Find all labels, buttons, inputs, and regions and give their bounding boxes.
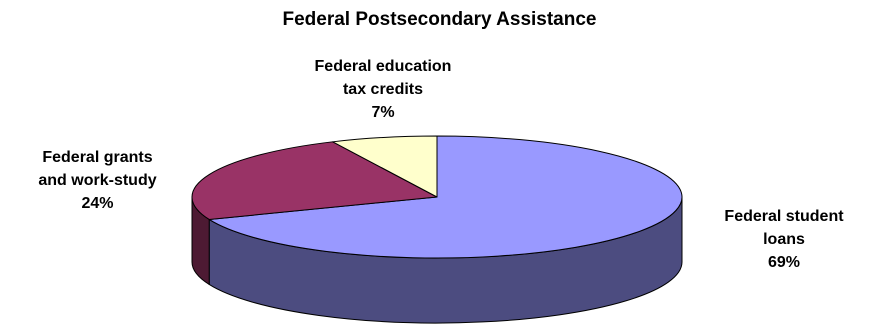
data-label-student-loans: Federal student loans 69% bbox=[690, 205, 878, 274]
data-label-tax-credits: Federal education tax credits 7% bbox=[258, 55, 508, 124]
data-label-tax-credits-value: 7% bbox=[371, 104, 395, 121]
pie-slice-and-work-study-1 bbox=[191, 141, 438, 220]
data-label-tax-credits-line2: tax credits bbox=[342, 81, 424, 98]
pie-slices bbox=[191, 135, 683, 259]
data-label-grants-line2: and work-study bbox=[38, 172, 157, 189]
data-label-tax-credits-line1: Federal education bbox=[314, 58, 452, 75]
data-label-student-loans-line1: Federal student bbox=[724, 208, 844, 225]
data-label-student-loans-value: 69% bbox=[767, 254, 801, 271]
data-label-student-loans-line2: loans bbox=[763, 231, 805, 248]
pie-slice-loans-0 bbox=[208, 135, 683, 259]
data-label-grants-line1: Federal grants bbox=[42, 149, 153, 166]
data-label-grants-value: 24% bbox=[81, 195, 114, 212]
chart-title: Federal Postsecondary Assistance bbox=[282, 9, 597, 30]
data-label-grants: Federal grants and work-study 24% bbox=[0, 146, 195, 215]
pie-slice-tax-credits-2 bbox=[332, 135, 438, 198]
